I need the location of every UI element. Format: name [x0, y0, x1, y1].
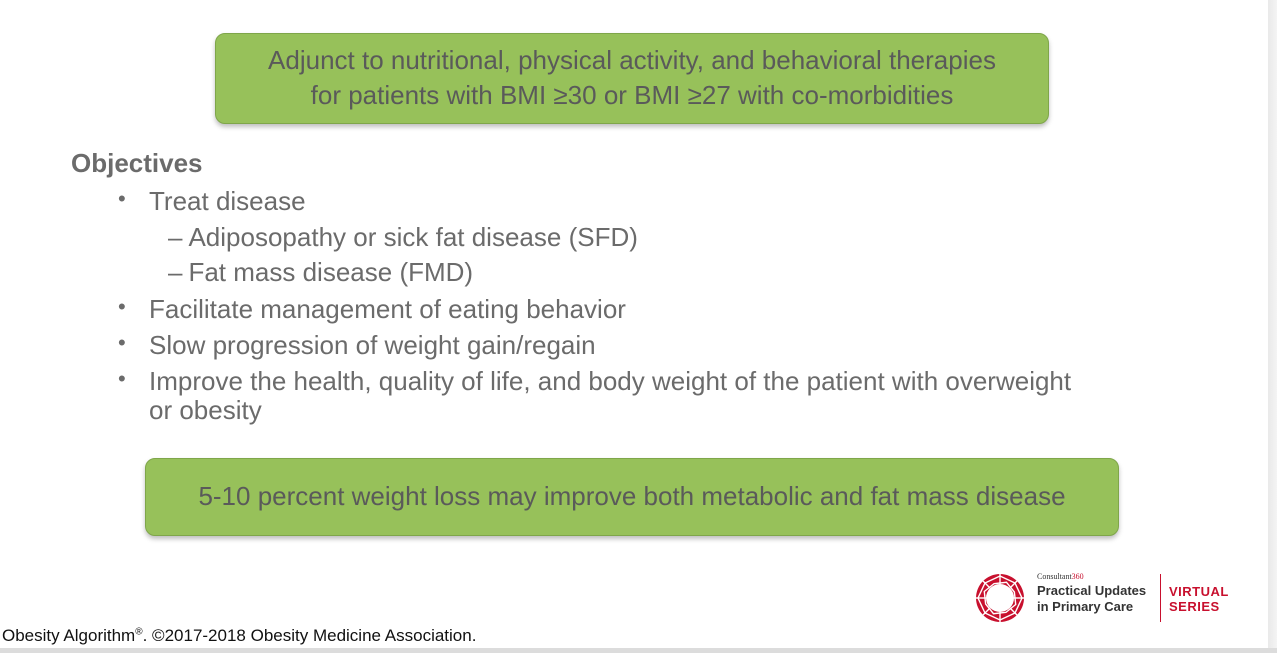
top-callout-box: Adjunct to nutritional, physical activit…: [215, 33, 1049, 124]
logo-title-line-1: Practical Updates: [1037, 583, 1147, 598]
bottom-callout-box: 5-10 percent weight loss may improve bot…: [145, 458, 1119, 536]
logo-title: Practical Updates in Primary Care: [1037, 583, 1146, 615]
consultant-text: Consultant: [1037, 572, 1072, 581]
consultant-360-text: 360: [1071, 572, 1084, 581]
practical-updates-logo: Consultant360 Practical Updates in Prima…: [975, 570, 1245, 626]
dash-marker: –: [168, 222, 183, 252]
virtual-series-label: VIRTUAL SERIES: [1169, 584, 1229, 614]
bullet-marker: •: [118, 366, 126, 391]
ring-mark-icon: [976, 574, 1024, 622]
window-edge-bottom: [0, 648, 1277, 653]
registered-mark: ®: [135, 626, 143, 638]
footer-copyright: Obesity Algorithm®. ©2017-2018 Obesity M…: [2, 626, 476, 646]
sub-item-fmd: – Fat mass disease (FMD): [168, 258, 473, 287]
list-item-eating-behavior: Facilitate management of eating behavior: [149, 294, 626, 324]
list-item-weight-gain: Slow progression of weight gain/regain: [149, 330, 596, 360]
sub-item-fmd-text: Fat mass disease (FMD): [188, 257, 474, 287]
sub-item-sfd-text: Adiposopathy or sick fat disease (SFD): [188, 222, 638, 252]
series-label: SERIES: [1169, 599, 1220, 614]
top-callout-line-1: Adjunct to nutritional, physical activit…: [268, 45, 996, 75]
list-item-treat-disease: Treat disease: [149, 186, 306, 216]
window-edge-right: [1268, 0, 1277, 653]
footer-text-before: Obesity Algorithm: [2, 626, 136, 645]
bullet-marker: •: [118, 186, 126, 211]
consultant360-wordmark: Consultant360: [1037, 572, 1084, 581]
logo-title-line-2: in Primary Care: [1037, 599, 1134, 614]
bullet-marker: •: [118, 294, 126, 319]
list-item-improve-health: Improve the health, quality of life, and…: [149, 366, 1072, 396]
list-item-improve-health-cont: or obesity: [149, 395, 262, 425]
bullet-marker: •: [118, 330, 126, 355]
logo-divider: [1160, 574, 1161, 622]
objectives-heading: Objectives: [71, 148, 203, 178]
bottom-callout-text: 5-10 percent weight loss may improve bot…: [198, 481, 1066, 511]
sub-item-sfd: – Adiposopathy or sick fat disease (SFD): [168, 223, 638, 252]
dash-marker: –: [168, 257, 183, 287]
top-callout-line-2: for patients with BMI ≥30 or BMI ≥27 wit…: [310, 80, 954, 110]
footer-text-after: . ©2017-2018 Obesity Medicine Associatio…: [142, 626, 477, 645]
virtual-label: VIRTUAL: [1169, 584, 1229, 599]
